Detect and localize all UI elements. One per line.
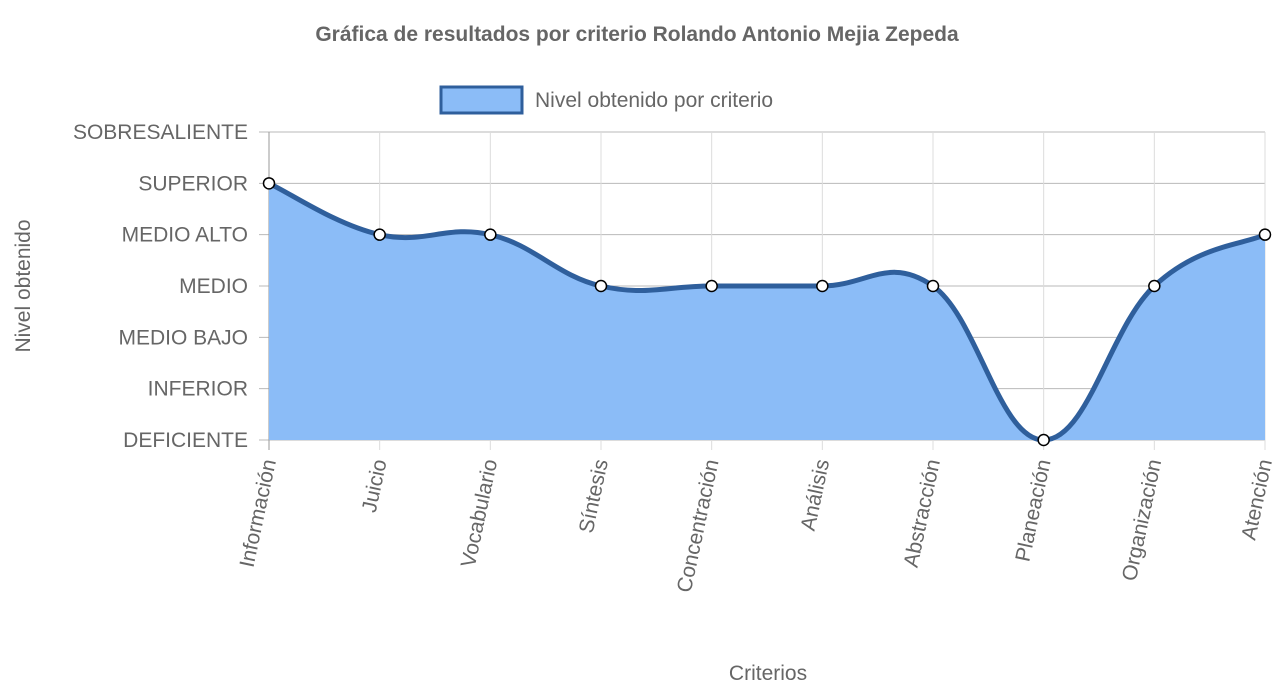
y-tick-label: SOBRESALIENTE — [73, 121, 248, 144]
data-point[interactable] — [705, 279, 718, 293]
y-tick-label: MEDIO BAJO — [118, 326, 248, 349]
data-point[interactable] — [484, 228, 497, 241]
x-axis-title: Criterios — [729, 662, 807, 685]
area-layer — [266, 180, 1268, 443]
x-tick-label: Organización — [1118, 457, 1166, 583]
x-tick-label: Atención — [1237, 457, 1274, 542]
x-tick-label: Información — [236, 457, 281, 569]
data-point[interactable] — [1037, 433, 1050, 447]
y-axis-ticks: DEFICIENTE INFERIOR MEDIO BAJO MEDIO MEDIO A… — [73, 121, 248, 452]
y-tick-label: MEDIO — [179, 275, 248, 298]
x-tick-label: Síntesis — [575, 457, 613, 535]
x-tick-label: Análisis — [797, 457, 835, 533]
y-tick-label: DEFICIENTE — [123, 429, 248, 452]
x-tick-label: Abstracción — [900, 457, 945, 569]
series-area — [269, 183, 1265, 441]
data-point[interactable] — [1258, 228, 1272, 241]
data-point[interactable] — [262, 177, 276, 190]
y-tick-label: INFERIOR — [148, 378, 248, 401]
data-point[interactable] — [594, 279, 608, 293]
x-axis-ticks: Información Juicio Vocabulario Síntesis Conc… — [236, 457, 1274, 594]
x-tick-label: Planeación — [1011, 457, 1055, 563]
x-tick-label: Vocabulario — [457, 457, 502, 569]
data-point[interactable] — [816, 279, 829, 293]
data-point[interactable] — [926, 279, 940, 293]
y-tick-label: MEDIO ALTO — [122, 224, 248, 247]
series-line — [266, 180, 1268, 443]
data-points — [262, 177, 1272, 447]
chart-title: Gráfica de resultados por criterio Rolan… — [315, 23, 959, 46]
legend[interactable]: Nivel obtenido por criterio — [439, 85, 773, 115]
y-tick-label: SUPERIOR — [138, 172, 248, 195]
x-tick-label: Concentración — [673, 457, 724, 594]
y-axis-title: Nivel obtenido — [12, 219, 35, 352]
legend-swatch — [439, 85, 524, 115]
data-point[interactable] — [1148, 279, 1161, 293]
legend-label: Nivel obtenido por criterio — [535, 89, 773, 112]
data-point[interactable] — [373, 228, 386, 241]
x-tick-label: Juicio — [358, 457, 392, 514]
